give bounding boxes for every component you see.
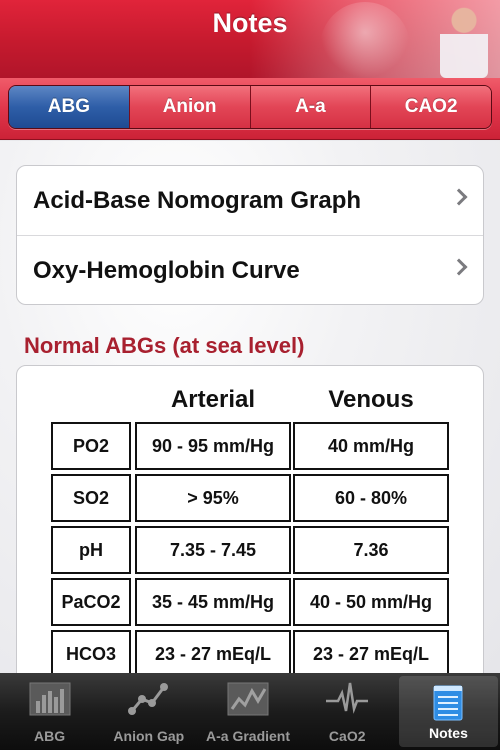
tab-abg[interactable]: ABG [0,673,99,750]
row-label-ph: pH [51,526,131,574]
section-title: Normal ABGs (at sea level) [24,333,305,358]
cell-ph-arterial: 7.35 - 7.45 [135,526,291,574]
notepad-icon [433,685,463,721]
tab-a-a-gradient[interactable]: A-a Gradient [198,673,297,750]
cell-so2-venous: 60 - 80% [293,474,449,522]
segment-cao2[interactable]: CAO2 [370,86,491,128]
line-chart-icon [227,682,269,716]
tab-notes[interactable]: Notes [398,676,499,747]
notes-link-group: Acid-Base Nomogram Graph Oxy-Hemoglobin … [16,165,484,305]
scatter-line-icon [127,683,168,715]
cell-paco2-venous: 40 - 50 mm/Hg [293,578,449,626]
cell-paco2-arterial: 35 - 45 mm/Hg [135,578,291,626]
tab-label: CaO2 [328,728,366,744]
nav-header: Notes [0,0,500,78]
cell-ph-venous: 7.36 [293,526,449,574]
tab-anion-gap[interactable]: Anion Gap [99,673,198,750]
tab-cao2[interactable]: CaO2 [298,673,397,750]
row-label-so2: SO2 [51,474,131,522]
tab-label: Notes [428,725,468,741]
segment-anion[interactable]: Anion [128,86,250,128]
tab-label: A-a Gradient [206,728,291,744]
segment-a-a[interactable]: A-a [249,86,371,128]
segmented-control: ABG Anion A-a CAO2 [8,85,492,129]
doctor-photo [440,4,488,78]
content-area: Acid-Base Nomogram Graph Oxy-Hemoglobin … [0,141,500,673]
nav-row-oxy-hemoglobin-curve[interactable]: Oxy-Hemoglobin Curve [17,236,483,306]
row-label-po2: PO2 [51,422,131,470]
normal-abg-table: Arterial Venous PO2 90 - 95 mm/Hg 40 mm/… [16,365,484,673]
cell-po2-arterial: 90 - 95 mm/Hg [135,422,291,470]
bar-chart-icon [29,682,71,716]
nav-row-acid-base-nomogram[interactable]: Acid-Base Nomogram Graph [17,166,483,236]
cell-hco3-arterial: 23 - 27 mEq/L [135,630,291,673]
row-label-paco2: PaCO2 [51,578,131,626]
row-label-hco3: HCO3 [51,630,131,673]
column-header-venous: Venous [328,386,414,413]
tab-bar: ABG Anion Gap A-a Gradient CaO2 [0,673,500,750]
nav-row-label: Oxy-Hemoglobin Curve [33,257,300,284]
tab-label: ABG [34,728,66,744]
pulse-icon [326,682,369,714]
chevron-right-icon [450,258,468,276]
cell-so2-arterial: > 95% [135,474,291,522]
cell-hco3-venous: 23 - 27 mEq/L [293,630,449,673]
header-background-art [250,0,500,78]
page-title: Notes [212,8,288,38]
tab-label: Anion Gap [113,728,185,744]
caduceus-icon [320,2,410,78]
segment-abg[interactable]: ABG [9,86,129,128]
nav-row-label: Acid-Base Nomogram Graph [33,186,362,214]
segment-bar: ABG Anion A-a CAO2 [0,78,500,140]
column-header-arterial: Arterial [170,386,256,413]
chevron-right-icon [450,188,468,206]
cell-po2-venous: 40 mm/Hg [293,422,449,470]
